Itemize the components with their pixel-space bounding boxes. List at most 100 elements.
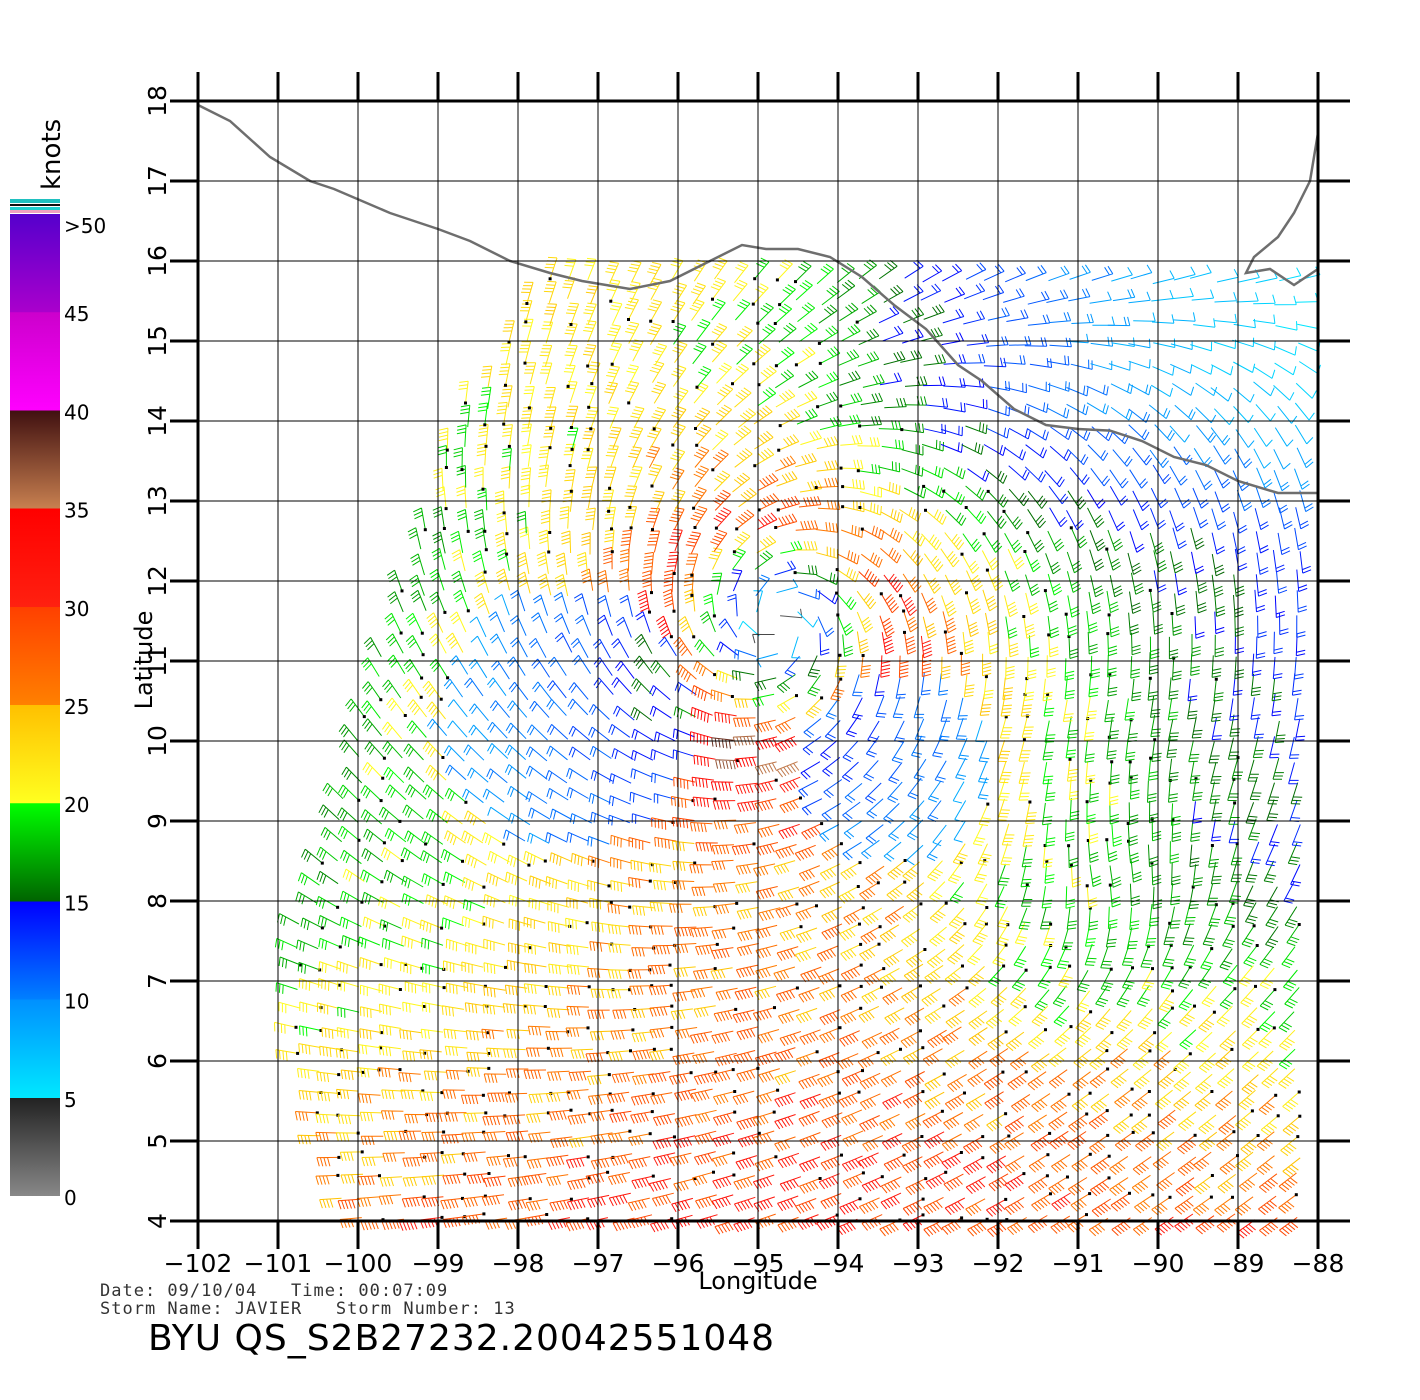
wind-barb bbox=[799, 1178, 821, 1194]
rain-flag bbox=[799, 796, 802, 800]
wind-barb bbox=[429, 568, 445, 591]
wind-barb bbox=[1089, 1068, 1108, 1089]
wind-barb bbox=[425, 764, 447, 781]
wind-barb bbox=[630, 1111, 653, 1124]
rain-flag bbox=[672, 609, 676, 613]
wind-barb bbox=[650, 925, 673, 935]
wind-barb bbox=[651, 817, 674, 830]
wind-barb bbox=[440, 810, 463, 825]
wind-barb bbox=[1188, 886, 1200, 910]
wind-barb bbox=[1053, 1005, 1070, 1027]
rain-flag bbox=[440, 1091, 444, 1095]
wind-barb bbox=[1128, 291, 1151, 304]
wind-barb bbox=[643, 551, 654, 575]
wind-barb bbox=[607, 324, 622, 347]
rain-flag bbox=[400, 589, 404, 593]
wind-barb bbox=[944, 1092, 965, 1111]
wind-barb bbox=[1111, 1217, 1131, 1236]
wind-barb bbox=[862, 1135, 884, 1152]
wind-barb bbox=[473, 509, 486, 532]
wind-barb bbox=[421, 1001, 444, 1013]
rain-flag bbox=[985, 906, 989, 909]
wind-barb bbox=[856, 590, 877, 610]
wind-barb bbox=[650, 659, 671, 678]
wind-barb bbox=[1073, 1048, 1092, 1069]
wind-barb bbox=[1272, 656, 1283, 680]
wind-barb bbox=[775, 844, 797, 859]
wind-barb bbox=[610, 1153, 633, 1167]
wind-barb bbox=[1138, 1032, 1155, 1053]
wind-barb bbox=[807, 655, 820, 678]
wind-barb bbox=[1031, 1193, 1051, 1212]
wind-barb bbox=[1245, 802, 1258, 825]
wind-barb bbox=[405, 612, 423, 634]
lat-tick-label: 5 bbox=[143, 1133, 172, 1149]
wind-barb bbox=[649, 1026, 672, 1039]
wind-barb bbox=[795, 927, 818, 944]
wind-barb bbox=[1208, 845, 1219, 868]
wind-barb bbox=[481, 1028, 504, 1040]
wind-barb bbox=[1107, 633, 1118, 657]
wind-barb bbox=[546, 1174, 569, 1187]
wind-barb bbox=[862, 525, 885, 540]
wind-barb bbox=[998, 761, 1012, 784]
rain-flag bbox=[650, 984, 654, 988]
rain-flag bbox=[398, 1068, 402, 1072]
wind-barb bbox=[816, 945, 838, 962]
wind-barb bbox=[398, 1072, 421, 1083]
rain-flag bbox=[692, 506, 696, 510]
wind-barb bbox=[895, 676, 906, 699]
wind-barb bbox=[338, 724, 359, 742]
rain-flag bbox=[1004, 943, 1008, 947]
wind-barb bbox=[649, 1005, 672, 1017]
wind-barb bbox=[482, 1131, 506, 1142]
wind-barb bbox=[410, 553, 425, 576]
wind-barb bbox=[1163, 923, 1175, 946]
wind-barb bbox=[1153, 550, 1167, 573]
wind-barb bbox=[1278, 1172, 1298, 1193]
wind-barb bbox=[1294, 698, 1305, 721]
wind-barb bbox=[444, 787, 467, 803]
rain-flag bbox=[1026, 531, 1030, 535]
wind-barb bbox=[1238, 965, 1254, 987]
rain-flag bbox=[524, 320, 528, 324]
wind-barb bbox=[1184, 903, 1196, 925]
wind-barb bbox=[400, 961, 423, 975]
rain-flag bbox=[773, 322, 777, 325]
wind-barb bbox=[981, 550, 1000, 571]
wind-barb bbox=[316, 870, 339, 885]
wind-barb bbox=[1128, 841, 1140, 864]
rain-flag bbox=[839, 466, 843, 470]
wind-barb bbox=[361, 891, 384, 905]
wind-barb bbox=[1051, 1192, 1071, 1211]
wind-barb bbox=[818, 1173, 840, 1190]
wind-barb bbox=[921, 466, 944, 479]
wind-barb bbox=[1295, 292, 1319, 303]
wind-barb bbox=[925, 509, 947, 525]
wind-barb bbox=[444, 1112, 467, 1122]
wind-barb bbox=[652, 1136, 675, 1150]
wind-barb bbox=[1005, 657, 1015, 680]
wind-barb bbox=[1051, 1154, 1071, 1173]
lon-tick-label: −97 bbox=[572, 1249, 625, 1278]
rain-flag bbox=[1002, 964, 1006, 968]
rain-flag bbox=[690, 593, 694, 597]
colorbar-unit-label: knots bbox=[37, 119, 67, 190]
wind-barb bbox=[860, 655, 871, 678]
wind-barb bbox=[1044, 470, 1065, 488]
wind-barb bbox=[1172, 658, 1182, 681]
rain-flag bbox=[423, 528, 427, 532]
wind-barb bbox=[581, 532, 591, 555]
rain-flag bbox=[794, 363, 798, 367]
wind-barb bbox=[779, 408, 801, 427]
wind-barb bbox=[456, 465, 467, 488]
wind-barb bbox=[904, 1007, 925, 1026]
rain-flag bbox=[818, 361, 822, 365]
wind-barb bbox=[1294, 527, 1307, 551]
rain-flag bbox=[835, 1213, 839, 1217]
wind-barb bbox=[941, 1217, 962, 1235]
wind-barb bbox=[711, 859, 734, 871]
wind-barb bbox=[1265, 843, 1277, 867]
rain-flag bbox=[420, 676, 424, 680]
wind-barb bbox=[554, 632, 573, 653]
